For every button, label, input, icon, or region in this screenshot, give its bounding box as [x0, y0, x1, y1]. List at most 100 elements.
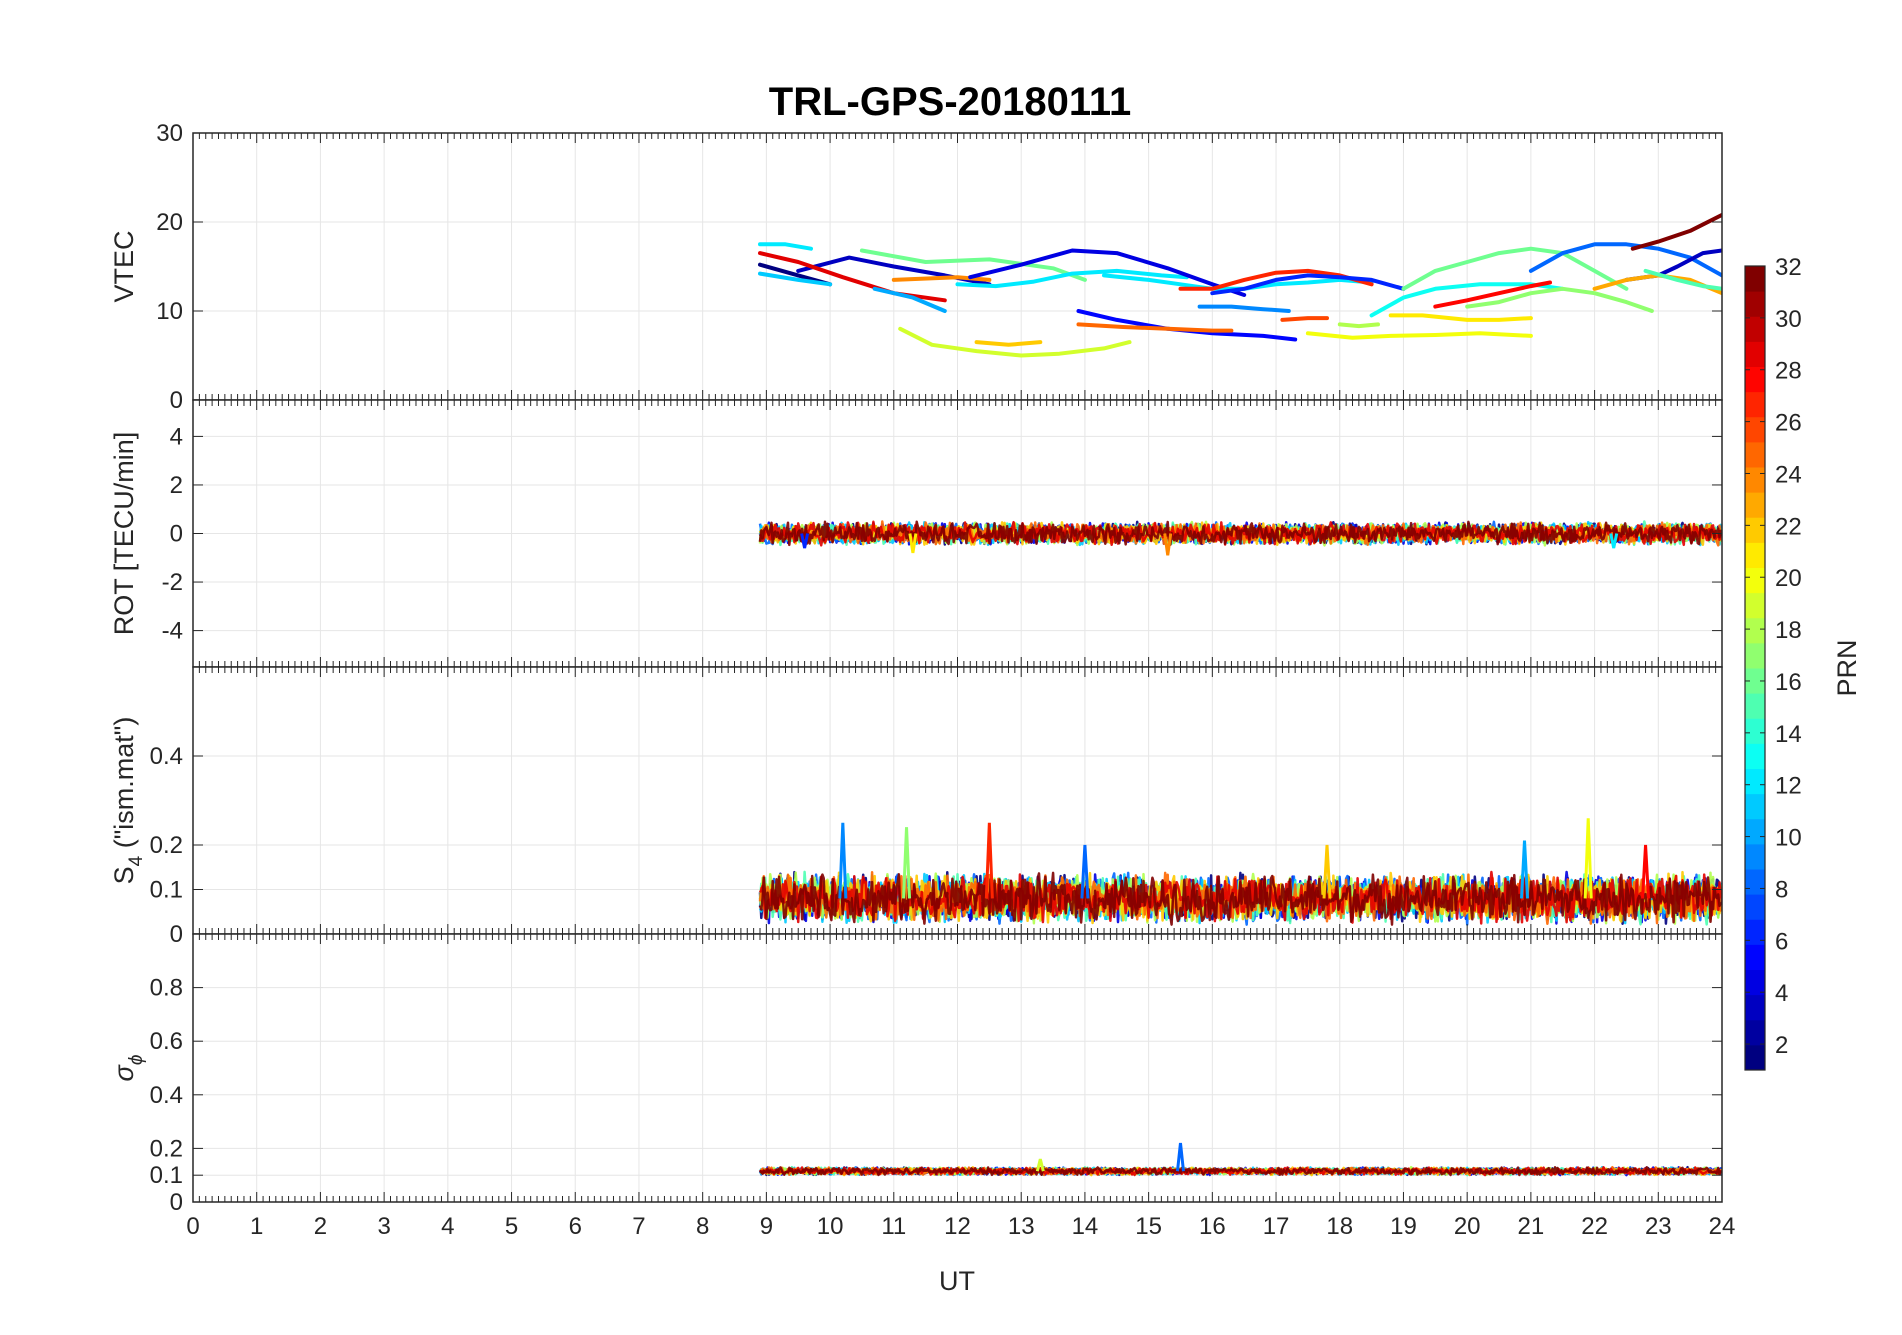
- colorbar-band: [1745, 592, 1765, 619]
- x-tick-label: 14: [1072, 1213, 1099, 1240]
- vtec-series-prn-21: [1388, 313, 1533, 322]
- x-tick-label: 8: [696, 1213, 709, 1240]
- colorbar-band: [1745, 869, 1765, 895]
- colorbar-tick-label: 6: [1775, 928, 1788, 955]
- y-axis-label-vtec: VTEC: [109, 230, 139, 302]
- colorbar-band: [1745, 743, 1765, 769]
- colorbar-tick-label: 8: [1775, 876, 1788, 903]
- y-tick-label: 0.4: [150, 743, 183, 770]
- colorbar-band: [1745, 1019, 1765, 1046]
- x-tick-label: 12: [944, 1213, 971, 1240]
- y-tick-label: 4: [170, 423, 183, 450]
- x-tick-label: 1: [250, 1213, 263, 1240]
- y-tick-label: -4: [162, 618, 183, 645]
- x-tick-label: 11: [881, 1213, 906, 1240]
- panel-vtec: 0 10 20 30 VTEC: [109, 120, 1723, 414]
- vtec-series-prn-12: [758, 242, 813, 251]
- vtec-series-prn-28: [1433, 280, 1552, 309]
- y-tick-label: 0: [170, 1189, 183, 1216]
- colorbar-tick-label: 16: [1775, 669, 1802, 696]
- data-spike: [1035, 1158, 1045, 1172]
- colorbar-band: [1745, 467, 1765, 493]
- data-spike: [1322, 844, 1332, 899]
- y-tick-label: 20: [156, 209, 183, 236]
- y-axis-label-rot: ROT [TECU/min]: [109, 432, 139, 636]
- colorbar-band: [1745, 668, 1765, 694]
- colorbar-band: [1745, 492, 1765, 518]
- colorbar-tick-label: 30: [1775, 306, 1802, 333]
- x-tick-label: 24: [1709, 1213, 1736, 1240]
- colorbar-frame: [1744, 265, 1766, 1071]
- y-tick-label: 0.8: [150, 975, 183, 1002]
- colorbar-tick-label: 2: [1775, 1032, 1788, 1059]
- data-spike: [1609, 533, 1619, 549]
- x-tick-label: 21: [1518, 1213, 1545, 1240]
- panel-rot: -4 -2 0 2 4 ROT [TECU/min]: [109, 399, 1723, 668]
- y-tick-label: 0.1: [150, 1162, 183, 1189]
- colorbar-tick-label: 14: [1775, 721, 1802, 748]
- colorbar-band: [1745, 919, 1765, 945]
- colorbar-tick-label: 18: [1775, 617, 1802, 644]
- colorbar-band: [1745, 291, 1765, 317]
- vtec-series-prn-11: [758, 271, 833, 287]
- vtec-series-prn-20: [1305, 331, 1533, 340]
- colorbar-band: [1745, 944, 1765, 970]
- data-spike: [984, 822, 994, 899]
- x-tick-label: 4: [441, 1213, 454, 1240]
- x-tick-label: 10: [817, 1213, 844, 1240]
- x-tick-label: 17: [1263, 1213, 1290, 1240]
- vtec-series-prn-19: [898, 326, 1132, 358]
- y-tick-label: 0: [170, 521, 183, 548]
- x-tick-label: 2: [314, 1213, 327, 1240]
- data-spike: [838, 822, 848, 899]
- panel-data: [758, 212, 1722, 358]
- vtec-series-prn-4: [968, 248, 1247, 297]
- colorbar-band: [1745, 366, 1765, 393]
- colorbar-band: [1745, 994, 1765, 1021]
- x-tick-label: 3: [377, 1213, 390, 1240]
- vtec-series-prn-16: [1401, 246, 1629, 291]
- colorbar-band: [1745, 567, 1765, 594]
- y-tick-label: 0.1: [150, 877, 183, 904]
- panel-s4: 0 0.1 0.2 0.4S4 ("ism.mat"): [109, 666, 1723, 948]
- noise-series-prn-32: [758, 520, 1722, 547]
- data-spike: [1520, 840, 1530, 899]
- colorbar-tick-label: 12: [1775, 773, 1802, 800]
- colorbar-tick-label: 20: [1775, 565, 1802, 592]
- colorbar-band: [1745, 1044, 1765, 1071]
- panel-sigma: 00.10.2 0.4 0.6 0.8 σϕ: [109, 933, 1723, 1216]
- y-tick-label: 30: [156, 120, 183, 147]
- y-tick-label: 0: [170, 387, 183, 414]
- x-tick-label: 0: [186, 1213, 199, 1240]
- y-tick-label: 0.4: [150, 1082, 183, 1109]
- x-tick-label: 13: [1008, 1213, 1035, 1240]
- y-tick-label: 0.2: [150, 832, 183, 859]
- x-tick-label: 16: [1199, 1213, 1226, 1240]
- vtec-series-prn-9: [1197, 304, 1291, 313]
- x-tick-label: 23: [1645, 1213, 1672, 1240]
- vtec-series-prn-15: [1643, 268, 1722, 291]
- x-tick-label: 7: [632, 1213, 645, 1240]
- y-axis-label-sigma: σϕ: [109, 1055, 147, 1082]
- colorbar-band: [1745, 818, 1765, 845]
- noise-series-prn-32: [758, 1166, 1722, 1177]
- colorbar-tick-label: 28: [1775, 358, 1802, 385]
- vtec-series-prn-10: [872, 286, 947, 313]
- colorbar-band: [1745, 969, 1765, 996]
- colorbar-band: [1745, 416, 1765, 443]
- colorbar-band: [1745, 517, 1765, 543]
- data-spike: [1583, 818, 1593, 899]
- colorbar-band: [1745, 894, 1765, 920]
- colorbar-label: PRN: [1832, 639, 1862, 696]
- colorbar-band: [1745, 617, 1765, 644]
- data-spike: [902, 827, 912, 899]
- colorbar-band: [1745, 843, 1765, 870]
- x-tick-label: 5: [505, 1213, 518, 1240]
- noise-series-prn-32: [758, 871, 1722, 926]
- x-axis-label: UT: [939, 1266, 975, 1296]
- vtec-series-prn-32: [1630, 212, 1722, 251]
- y-tick-label: 2: [170, 472, 183, 499]
- data-spike: [1163, 533, 1173, 556]
- data-spike: [1175, 1142, 1185, 1172]
- colorbar-band: [1745, 793, 1765, 820]
